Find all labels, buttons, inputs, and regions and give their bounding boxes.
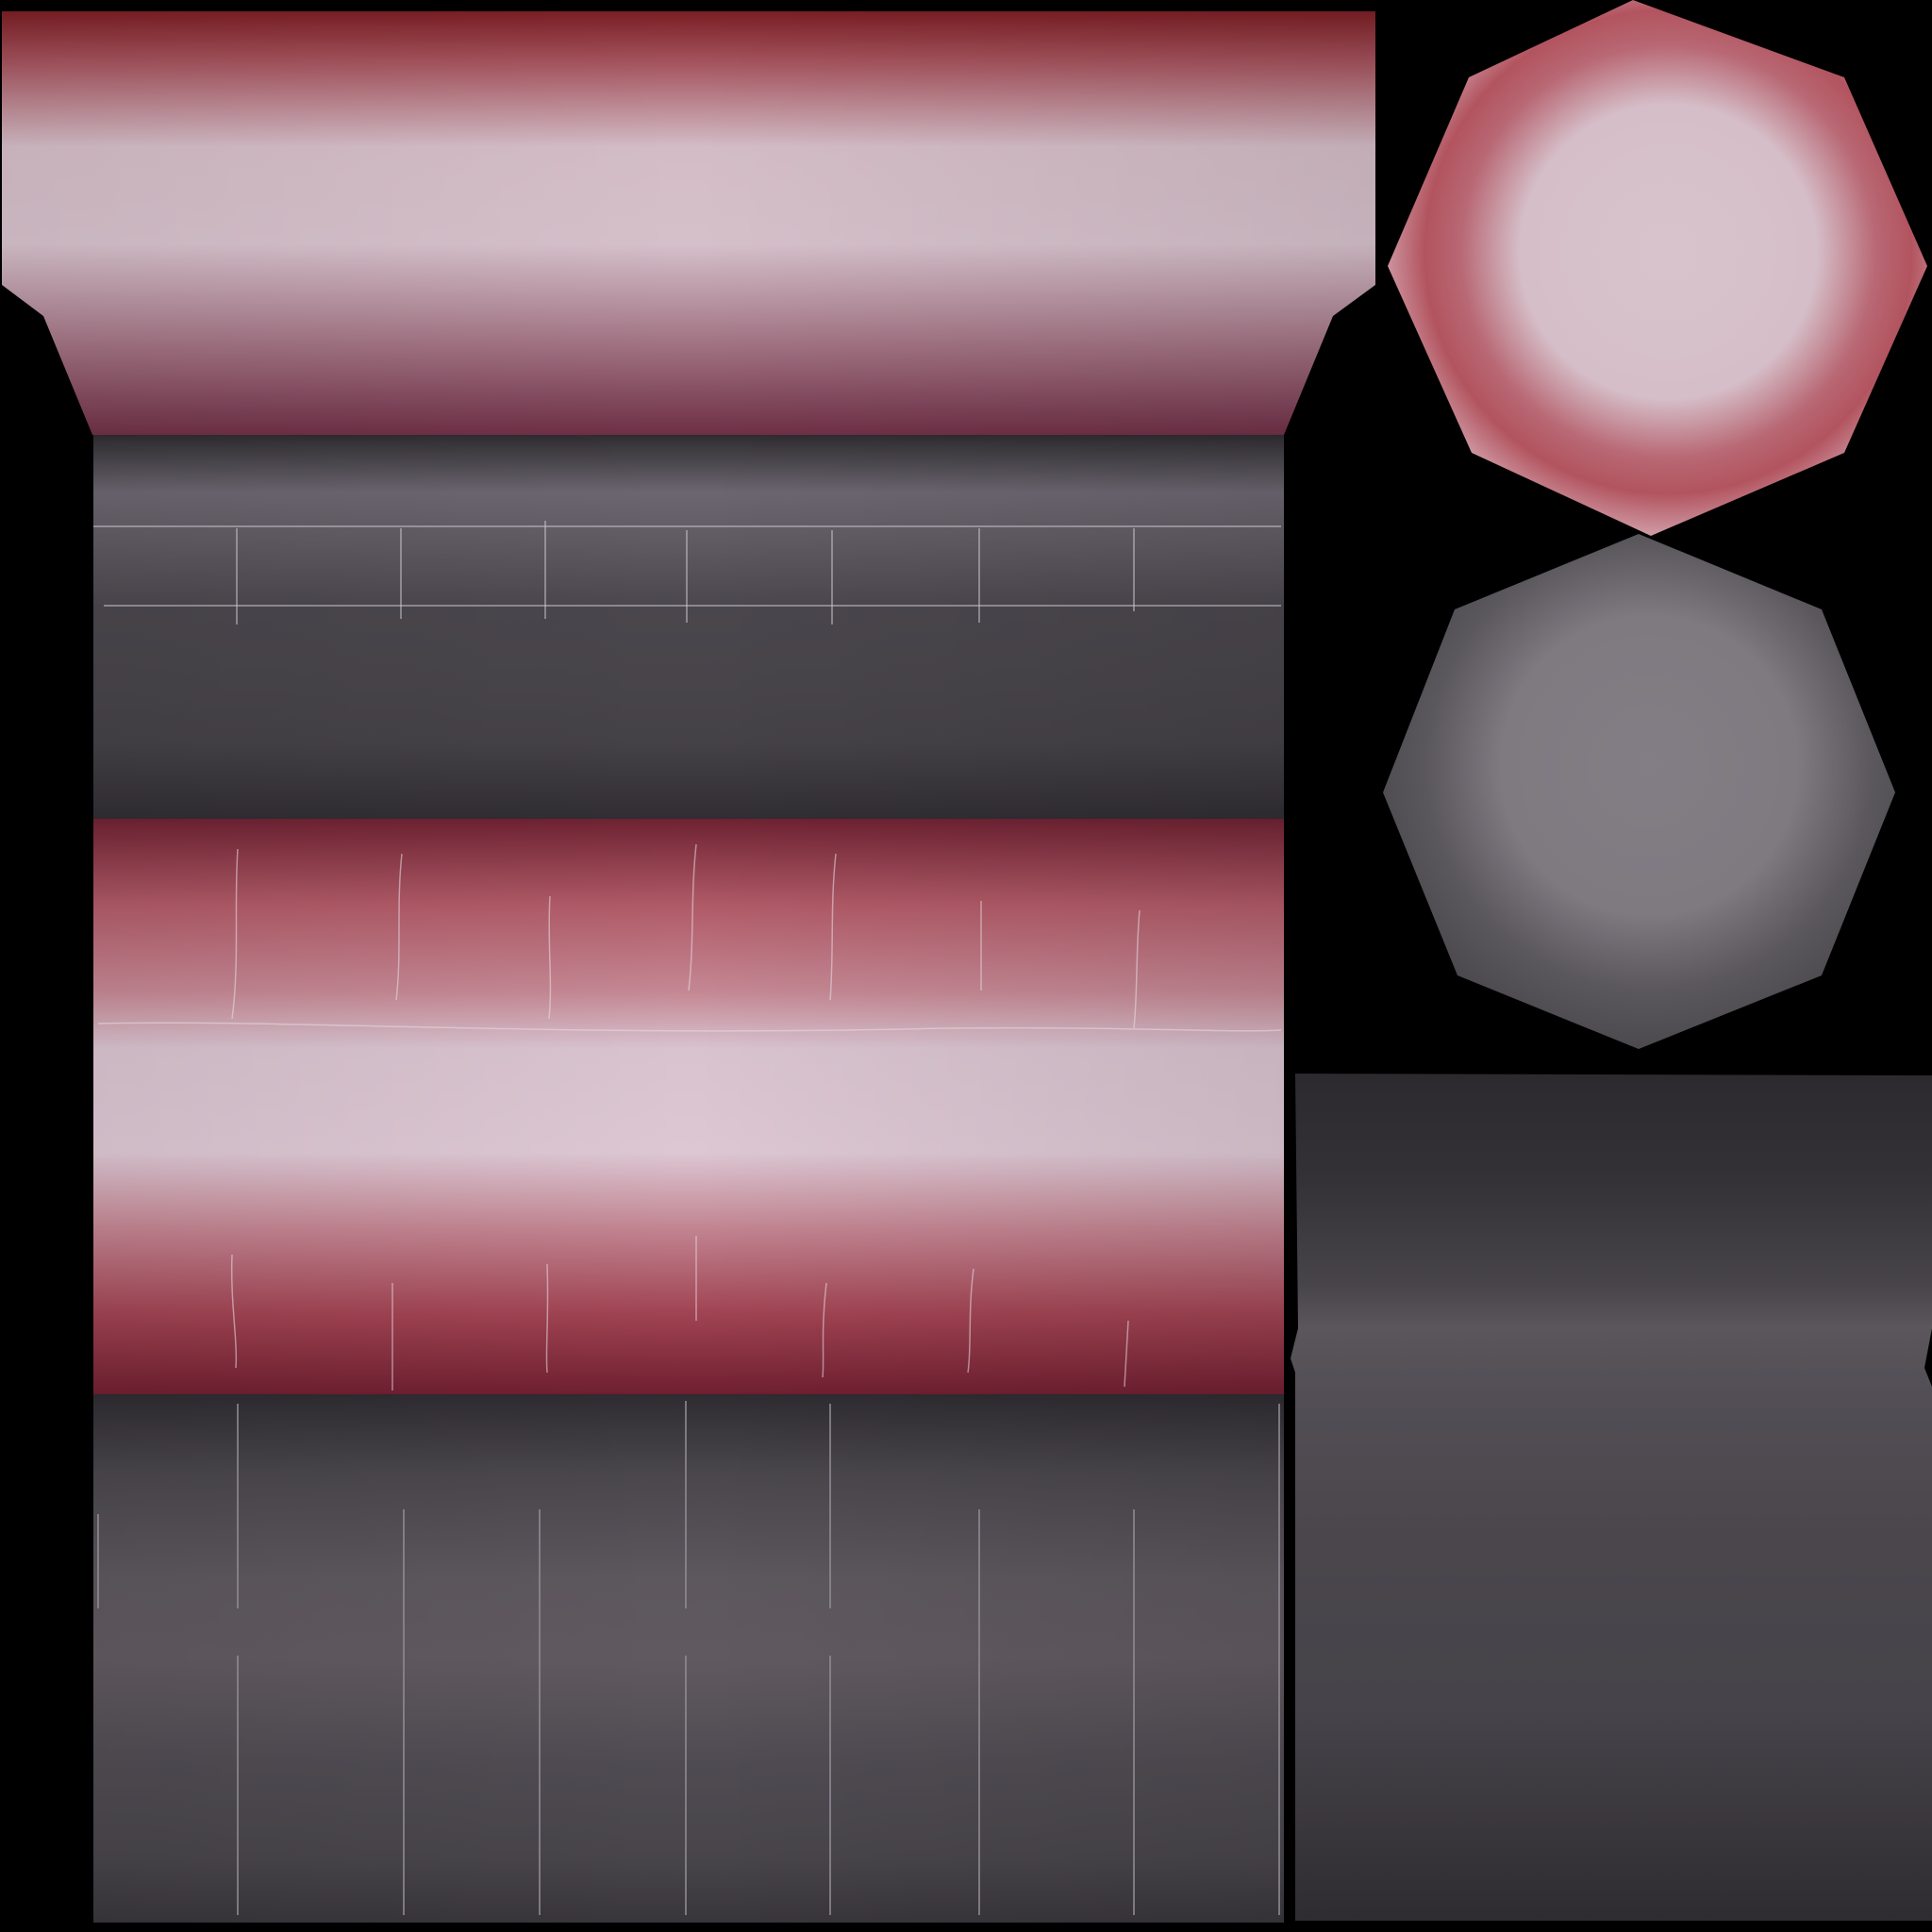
lower-gray-band [93,1394,1284,1923]
seam-lines [93,521,1281,625]
gray-octagon-cap [1383,534,1895,1049]
plank-lines [97,1401,1280,1915]
middle-red-band [93,819,1284,1394]
top-red-cap-band [2,11,1375,435]
right-gray-panel [1291,1074,1932,1921]
scratch-lines [97,843,1282,1391]
red-octagon-cap [1388,0,1927,536]
upper-gray-band [93,435,1284,819]
